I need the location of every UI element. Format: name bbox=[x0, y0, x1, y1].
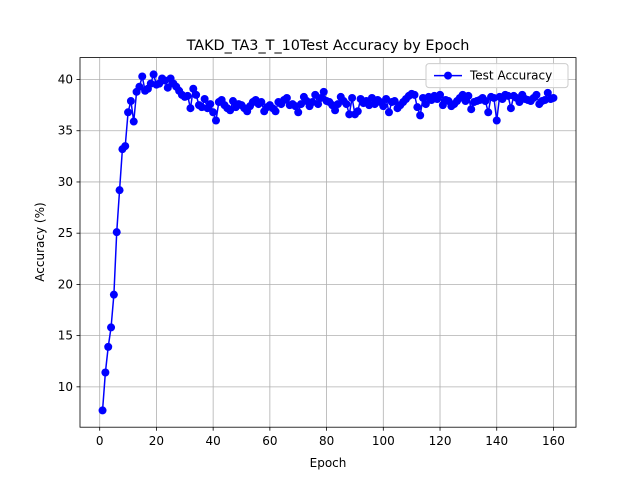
x-tick-label: 160 bbox=[542, 434, 565, 448]
data-point bbox=[390, 97, 399, 106]
data-point bbox=[206, 100, 215, 109]
data-point bbox=[98, 406, 107, 415]
data-point bbox=[135, 82, 144, 91]
data-point bbox=[211, 116, 220, 125]
data-point bbox=[183, 91, 192, 100]
data-point bbox=[129, 117, 138, 126]
data-point bbox=[104, 342, 113, 351]
x-tick-label: 0 bbox=[96, 434, 104, 448]
data-point bbox=[282, 93, 291, 102]
data-point bbox=[257, 98, 266, 107]
x-axis-label: Epoch bbox=[310, 456, 347, 470]
data-point bbox=[121, 142, 130, 151]
data-point bbox=[107, 323, 116, 332]
x-tick-label: 100 bbox=[372, 434, 395, 448]
data-point bbox=[484, 108, 493, 117]
data-point bbox=[112, 228, 121, 237]
data-point bbox=[345, 110, 354, 119]
data-point bbox=[416, 111, 425, 120]
data-point bbox=[149, 70, 158, 79]
data-point bbox=[138, 72, 147, 81]
data-point bbox=[271, 107, 280, 116]
data-point bbox=[124, 108, 133, 117]
x-tick-label: 120 bbox=[429, 434, 452, 448]
data-point bbox=[353, 107, 362, 116]
x-tick-label: 40 bbox=[206, 434, 221, 448]
y-tick-label: 40 bbox=[58, 73, 73, 87]
y-tick-label: 30 bbox=[58, 175, 73, 189]
data-point bbox=[294, 108, 303, 117]
y-axis-label: Accuracy (%) bbox=[33, 202, 47, 281]
x-tick-label: 20 bbox=[149, 434, 164, 448]
legend-box bbox=[425, 63, 569, 89]
data-point bbox=[348, 93, 357, 102]
chart-title: TAKD_TA3_T_10Test Accuracy by Epoch bbox=[186, 38, 470, 54]
y-tick-label: 10 bbox=[58, 380, 73, 394]
data-point bbox=[126, 97, 135, 106]
data-point bbox=[543, 88, 552, 97]
axes-frame bbox=[79, 57, 577, 428]
data-point bbox=[331, 106, 340, 115]
data-point bbox=[549, 93, 558, 102]
y-tick-label: 35 bbox=[58, 124, 73, 138]
data-point bbox=[314, 100, 323, 109]
data-point bbox=[115, 186, 124, 195]
data-point bbox=[492, 116, 501, 125]
y-tick-label: 15 bbox=[58, 329, 73, 343]
data-point bbox=[504, 91, 513, 100]
y-tick-label: 25 bbox=[58, 226, 73, 240]
data-point bbox=[506, 104, 515, 113]
data-point bbox=[481, 97, 490, 106]
data-point bbox=[209, 108, 218, 117]
data-point bbox=[189, 84, 198, 93]
legend-marker bbox=[444, 71, 452, 80]
data-point bbox=[192, 90, 201, 99]
data-point bbox=[413, 103, 422, 112]
data-point bbox=[319, 87, 328, 96]
data-point bbox=[200, 94, 209, 103]
data-point bbox=[410, 90, 419, 99]
data-point bbox=[109, 290, 118, 299]
x-tick-label: 140 bbox=[485, 434, 508, 448]
data-point bbox=[421, 100, 430, 109]
data-point bbox=[101, 368, 110, 377]
x-tick-label: 60 bbox=[262, 434, 277, 448]
data-point bbox=[464, 91, 473, 100]
data-point bbox=[467, 105, 476, 114]
data-point bbox=[532, 90, 541, 99]
data-point bbox=[163, 83, 172, 92]
legend-label: Test Accuracy bbox=[469, 69, 552, 83]
y-tick-label: 20 bbox=[58, 277, 73, 291]
data-point bbox=[379, 102, 388, 111]
data-point bbox=[186, 104, 195, 113]
data-point bbox=[384, 108, 393, 117]
data-point bbox=[436, 90, 445, 99]
data-line bbox=[101, 71, 554, 411]
x-tick-label: 80 bbox=[319, 434, 334, 448]
data-point bbox=[342, 100, 351, 109]
